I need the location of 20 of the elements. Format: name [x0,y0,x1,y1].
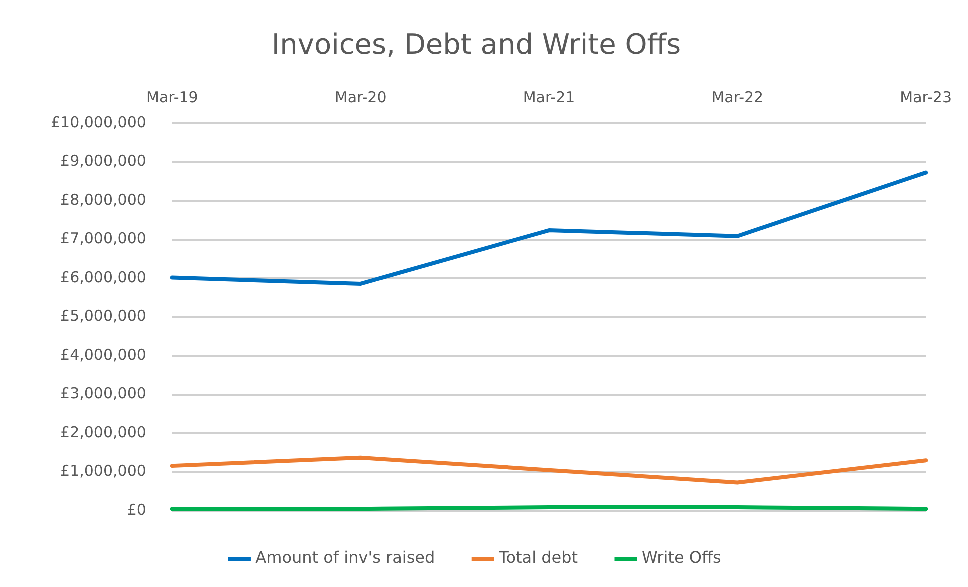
y-tick-label: £4,000,000 [60,346,146,364]
y-tick-label: £3,000,000 [60,384,146,403]
x-tick-label: Mar-21 [523,88,576,106]
x-tick-label: Mar-19 [146,88,198,106]
x-tick-label: Mar-22 [712,88,764,106]
x-tick-label: Mar-23 [900,88,952,106]
legend-label: Amount of inv's raised [256,548,436,568]
y-tick-label: £0 [127,500,146,519]
y-tick-label: £1,000,000 [60,462,146,480]
y-tick-label: £8,000,000 [60,190,146,209]
y-tick-label: £7,000,000 [60,230,146,248]
y-tick-label: £9,000,000 [60,152,146,170]
y-tick-label: £2,000,000 [60,423,146,442]
legend-label: Write Offs [642,548,722,568]
legend-label: Total debt [498,548,578,568]
y-tick-label: £6,000,000 [60,268,146,286]
y-tick-label: £5,000,000 [60,307,146,326]
y-tick-label: £10,000,000 [50,113,146,132]
x-tick-label: Mar-20 [334,88,387,106]
chart-title: Invoices, Debt and Write Offs [272,28,682,62]
